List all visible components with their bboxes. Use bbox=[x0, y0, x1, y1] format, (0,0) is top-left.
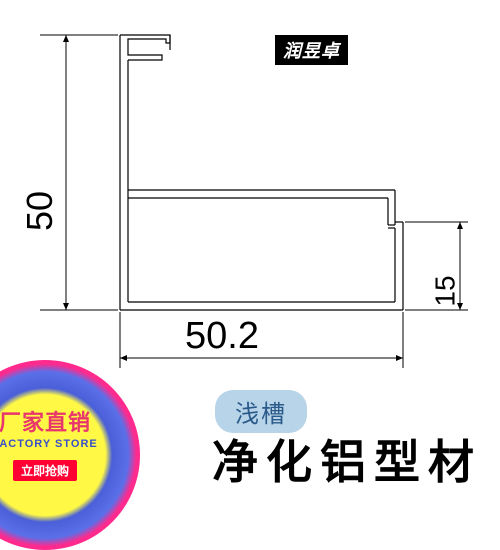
product-title: 净化铝型材 bbox=[212, 426, 482, 492]
dimension-height: 50 bbox=[19, 191, 61, 231]
brand-badge: 润昱卓 bbox=[275, 35, 348, 65]
dimension-width: 50.2 bbox=[185, 315, 259, 358]
badge-main-text: 厂家直销 bbox=[0, 405, 140, 437]
badge-buy-button[interactable]: 立即抢购 bbox=[13, 460, 77, 481]
dimension-lower-height: 15 bbox=[430, 275, 462, 306]
badge-ring bbox=[0, 360, 140, 550]
badge-sub-text: FACTORY STORE bbox=[0, 438, 140, 450]
diagram-canvas: 50 15 50.2 润昱卓 浅槽 厂家直销 FACTORY STORE 立即抢… bbox=[0, 0, 500, 500]
factory-badge: 厂家直销 FACTORY STORE 立即抢购 bbox=[0, 360, 140, 550]
